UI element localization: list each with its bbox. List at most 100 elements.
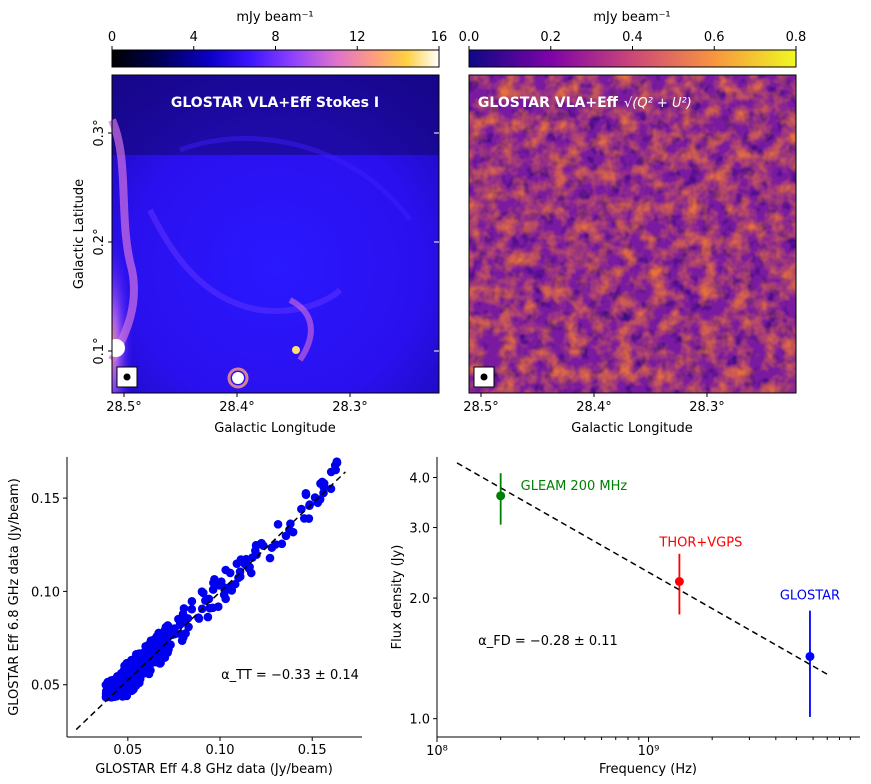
xlabel-tt: GLOSTAR Eff 4.8 GHz data (Jy/beam)	[95, 762, 333, 777]
ylabel-stokes-i: Galactic Latitude	[72, 179, 87, 289]
colorbar-tick-label: 0.4	[622, 30, 643, 45]
ylabel-tt: GLOSTAR Eff 6.8 GHz data (Jy/beam)	[7, 478, 22, 716]
x-tick-label: 10⁹	[638, 744, 660, 759]
scatter-point	[281, 531, 291, 541]
x-ticks-tt: 0.05 0.10 0.15	[113, 737, 327, 758]
x-tick-label: 0.15	[298, 743, 327, 758]
scatter-point	[144, 669, 154, 679]
colorbar-label-polarized: mJy beam⁻¹	[593, 10, 670, 25]
colorbar-tick-label: 16	[431, 30, 448, 45]
y-ticks-stokes-i: 0.3° 0.2° 0.1°	[92, 119, 796, 365]
scatter-point	[267, 543, 277, 552]
colorbar-tick-label: 0.2	[540, 30, 561, 45]
y-tick-label: 1.0	[409, 713, 430, 728]
y-ticks-fd: 1.0 2.0 3.0 4.0	[409, 471, 437, 728]
sed-point	[674, 576, 684, 586]
x-tick-label: 28.4°	[576, 400, 611, 415]
y-ticks-tt: 0.05 0.10 0.15	[31, 492, 67, 694]
scatter-point	[144, 649, 154, 658]
sed-points: GLEAM 200 MHz THOR+VGPS GLOSTAR	[496, 473, 840, 717]
xlabel-stokes-i: Galactic Longitude	[214, 421, 335, 436]
y-tick-label: 0.10	[31, 585, 60, 600]
scatter-point	[209, 578, 218, 588]
scatter-point	[141, 642, 150, 651]
scatter-point	[203, 612, 213, 622]
x-tick-label: 28.3°	[332, 400, 367, 415]
colorbar-stokes-i	[111, 49, 440, 68]
scatter-point	[326, 484, 336, 494]
y-tick-label: 3.0	[409, 522, 430, 537]
colorbar-tick-label: 0.6	[704, 30, 725, 45]
scatter-point	[127, 686, 136, 696]
x-ticks-stokes-i: 28.5° 28.4° 28.3°	[106, 393, 368, 415]
xlabel-fd: Frequency (Hz)	[599, 762, 697, 777]
scatter-point	[179, 604, 189, 613]
y-tick-label: 0.3°	[92, 119, 107, 146]
sed-point	[805, 651, 815, 661]
ylabel-fd: Flux density (Jy)	[390, 545, 405, 650]
colorbar-tick-label: 0.0	[459, 30, 480, 45]
scatter-point	[159, 638, 169, 647]
scatter-point	[273, 519, 283, 529]
scatter-point	[313, 498, 323, 508]
colorbar-polarized	[468, 49, 797, 68]
scatter-point	[187, 597, 197, 606]
x-tick-label: 28.5°	[106, 400, 141, 415]
y-tick-label: 0.1°	[92, 337, 107, 364]
scatter-point	[288, 527, 298, 537]
x-tick-label: 10⁸	[426, 744, 448, 759]
y-tick-label: 0.05	[31, 679, 60, 694]
x-ticks-polarized: 28.5° 28.4° 28.3°	[463, 393, 725, 415]
colorbar-label-stokes-i: mJy beam⁻¹	[236, 10, 313, 25]
x-ticks-fd: 10⁸ 10⁹	[426, 737, 851, 759]
x-tick-label: 28.5°	[463, 400, 498, 415]
colorbar-tick-label: 0	[108, 30, 116, 45]
scatter-point	[221, 594, 230, 604]
scatter-point	[131, 660, 141, 669]
xlabel-polarized: Galactic Longitude	[571, 421, 692, 436]
y-tick-label: 0.2°	[92, 228, 107, 255]
panel-polarized: mJy beam⁻¹ 0.0 0.2 0.4 0.6 0.8 GLOSTAR VLA+E…	[459, 10, 807, 436]
scatter-point	[201, 596, 210, 605]
sed-point-label: GLOSTAR	[780, 588, 840, 603]
scatter-point	[208, 585, 218, 594]
scatter-point	[277, 539, 287, 549]
sed-point-label: GLEAM 200 MHz	[521, 479, 628, 494]
title-stokes-i: GLOSTAR VLA+Eff Stokes I	[171, 95, 379, 111]
annotation-alpha-fd: α_FD = −0.28 ± 0.11	[478, 634, 618, 649]
panel-stokes-i: mJy beam⁻¹ 0 4 8 12 16 GLOSTAR VLA+Eff Stoke…	[72, 10, 796, 436]
panel-tt-scatter: 0.05 0.10 0.15 0.05 0.10 0.15 α_TT = −0.33 ±…	[7, 457, 362, 777]
scatter-point	[187, 604, 197, 614]
sed-point	[496, 491, 506, 501]
y-tick-label: 2.0	[409, 592, 430, 607]
scatter-point	[144, 662, 154, 671]
scatter-point	[132, 668, 142, 678]
x-tick-label: 0.10	[206, 743, 235, 758]
colorbar-tick-label: 8	[271, 30, 279, 45]
x-tick-label: 28.4°	[219, 400, 254, 415]
colorbar-ticks-polarized: 0.0 0.2 0.4 0.6 0.8	[459, 30, 807, 50]
scatter-point	[259, 541, 268, 551]
scatter-points	[101, 457, 342, 702]
x-tick-label: 0.05	[113, 743, 142, 758]
scatter-point	[101, 680, 111, 690]
fit-line-fd	[456, 462, 831, 677]
scatter-point	[138, 658, 147, 668]
x-tick-label: 28.3°	[689, 400, 724, 415]
y-tick-label: 0.15	[31, 492, 60, 507]
fit-line-tt	[75, 471, 346, 731]
scatter-point	[300, 514, 309, 523]
annotation-alpha-tt: α_TT = −0.33 ± 0.14	[221, 668, 359, 683]
scatter-point	[227, 586, 237, 595]
scatter-point	[205, 603, 215, 613]
colorbar-tick-label: 0.8	[786, 30, 807, 45]
scatter-point	[331, 465, 341, 475]
scatter-point	[163, 621, 173, 630]
scatter-point	[129, 679, 139, 688]
scatter-point	[265, 553, 275, 563]
scatter-point	[301, 488, 311, 498]
sed-point-label: THOR+VGPS	[658, 535, 742, 550]
panel-sed: GLEAM 200 MHz THOR+VGPS GLOSTAR 10⁸ 10⁹ 1.0…	[390, 457, 860, 777]
scatter-point	[197, 587, 207, 597]
